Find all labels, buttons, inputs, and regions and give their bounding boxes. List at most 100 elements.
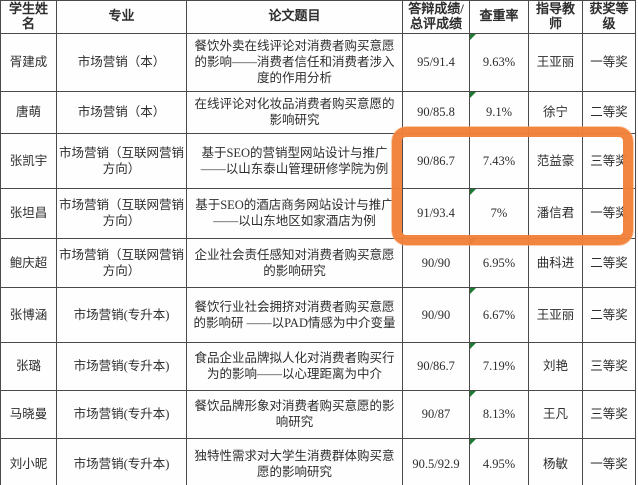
cell-advisor: 刘艳 — [528, 341, 583, 391]
header-award-level: 获奖等级 — [582, 0, 636, 34]
cell-corner-flag-icon — [470, 239, 476, 245]
cell-duplication-rate: 7% — [469, 187, 529, 239]
cell-advisor: 范益豪 — [528, 132, 583, 189]
cell-advisor: 王亚丽 — [528, 32, 583, 92]
cell-text: 王亚丽 — [536, 307, 575, 322]
cell-award-level: 一等奖 — [582, 32, 636, 92]
cell-text: 市场营销(专升本) — [73, 407, 170, 422]
cell-text: 一等奖 — [590, 55, 628, 70]
table-row: 胥建成 市场营销（本） 餐饮外卖在线评论对消费者购买意愿的影响——消费者信任和消… — [0, 32, 636, 92]
cell-thesis-title: 独特性需求对大学生消费群体购买意愿的影响研究 — [186, 437, 403, 485]
cell-advisor: 王亚丽 — [528, 286, 583, 343]
cell-score: 95/91.4 — [402, 32, 470, 92]
cell-award-level: 三等奖 — [582, 341, 636, 391]
cell-text: 鲍庆超 — [9, 255, 48, 270]
cell-duplication-rate: 9.63% — [469, 32, 529, 92]
cell-award-level: 二等奖 — [582, 286, 636, 343]
cell-text: 90/90 — [421, 255, 451, 270]
cell-text: 市场营销（本） — [77, 105, 166, 120]
cell-award-level: 二等奖 — [582, 90, 636, 134]
cell-thesis-title: 餐饮外卖在线评论对消费者购买意愿的影响——消费者信任和消费者涉入度的作用分析 — [186, 32, 403, 92]
cell-text: 一等奖 — [590, 206, 628, 221]
cell-text: 张坦昌 — [9, 206, 48, 221]
header-thesis-title: 论文题目 — [186, 0, 403, 34]
cell-corner-flag-icon — [470, 439, 476, 445]
cell-text: 6.95% — [482, 255, 516, 270]
cell-student-name: 张博涵 — [0, 286, 57, 343]
cell-text: 潘信君 — [536, 206, 575, 221]
cell-duplication-rate: 4.95% — [469, 437, 529, 485]
cell-text: 9.1% — [485, 105, 513, 120]
cell-corner-flag-icon — [470, 92, 476, 98]
cell-text: 市场营销（本） — [77, 55, 166, 70]
cell-student-name: 胥建成 — [0, 32, 57, 92]
cell-award-level: 三等奖 — [582, 132, 636, 189]
cell-major: 市场营销(专升本) — [56, 286, 187, 343]
cell-text: 范益豪 — [536, 153, 575, 168]
cell-text: 刘艳 — [542, 359, 568, 374]
cell-corner-flag-icon — [470, 288, 476, 294]
header-score: 答辩成绩/总评成绩 — [402, 0, 470, 34]
cell-text: 90.5/92.9 — [412, 457, 460, 472]
header-major: 专业 — [56, 0, 187, 34]
cell-student-name: 刘小昵 — [0, 437, 57, 485]
table-row: 张坦昌 市场营销（互联网营销方向） 基于SEO的酒店商务网站设计与推广 ——以山… — [0, 187, 636, 239]
table-row: 马晓曼 市场营销(专升本) 餐饮品牌形象对消费者购买意愿的影响研究 90/87 … — [0, 389, 636, 439]
cell-text: 市场营销（互联网营销方向） — [59, 145, 185, 176]
cell-advisor: 杨敏 — [528, 437, 583, 485]
header-advisor: 指导教师 — [528, 0, 583, 34]
cell-score: 90/86.7 — [402, 132, 470, 189]
cell-award-level: 一等奖 — [582, 187, 636, 239]
cell-duplication-rate: 6.67% — [469, 286, 529, 343]
cell-text: 7% — [490, 206, 508, 221]
cell-thesis-title: 在线评论对化妆品消费者购买意愿的影响研究 — [186, 90, 403, 134]
cell-text: 基于SEO的营销型网站设计与推广 ——以山东泰山管理研修学院为例 — [200, 145, 389, 176]
cell-text: 独特性需求对大学生消费群体购买意愿的影响研究 — [194, 449, 395, 480]
cell-text: 张凯宇 — [9, 153, 48, 168]
cell-text: 90/87 — [421, 407, 451, 422]
cell-text: 90/86.7 — [417, 359, 455, 374]
table-row: 唐萌 市场营销（本） 在线评论对化妆品消费者购买意愿的影响研究 90/85.8 … — [0, 90, 636, 134]
cell-text: 90/85.8 — [417, 105, 455, 120]
cell-major: 市场营销（互联网营销方向） — [56, 237, 187, 288]
cell-text: 市场营销(专升本) — [73, 457, 170, 472]
cell-text: 徐宁 — [542, 105, 568, 120]
cell-major: 市场营销(专升本) — [56, 389, 187, 439]
cell-score: 90/85.8 — [402, 90, 470, 134]
table-row: 张璐 市场营销(专升本) 食品企业品牌拟人化对消费者购买行为的影响——以心理距离… — [0, 341, 636, 391]
cell-text: 杨敏 — [542, 457, 568, 472]
cell-major: 市场营销（本） — [56, 90, 187, 134]
cell-text: 95/91.4 — [417, 55, 455, 70]
cell-major: 市场营销（本） — [56, 32, 187, 92]
cell-text: 在线评论对化妆品消费者购买意愿的影响研究 — [194, 97, 395, 128]
cell-text: 餐饮外卖在线评论对消费者购买意愿的影响——消费者信任和消费者涉入度的作用分析 — [194, 39, 395, 86]
cell-text: 基于SEO的酒店商务网站设计与推广 ——以山东地区如家酒店为例 — [195, 198, 394, 229]
cell-text: 市场营销（互联网营销方向） — [59, 198, 185, 229]
cell-text: 刘小昵 — [9, 457, 48, 472]
cell-advisor: 曲科进 — [528, 237, 583, 288]
cell-student-name: 张璐 — [0, 341, 57, 391]
cell-score: 90/87 — [402, 389, 470, 439]
cell-text: 餐饮品牌形象对消费者购买意愿的影响研究 — [194, 399, 395, 430]
cell-text: 王凡 — [542, 407, 568, 422]
cell-text: 王亚丽 — [536, 55, 575, 70]
cell-text: 91/93.4 — [417, 206, 455, 221]
cell-major: 市场营销(专升本) — [56, 437, 187, 485]
cell-text: 三等奖 — [590, 359, 628, 374]
cell-text: 一等奖 — [590, 457, 628, 472]
cell-corner-flag-icon — [470, 34, 476, 40]
cell-text: 二等奖 — [590, 105, 628, 120]
cell-thesis-title: 餐饮品牌形象对消费者购买意愿的影响研究 — [186, 389, 403, 439]
cell-major: 市场营销(专升本) — [56, 341, 187, 391]
cell-duplication-rate: 7.19% — [469, 341, 529, 391]
cell-score: 90/86.7 — [402, 341, 470, 391]
cell-text: 三等奖 — [590, 407, 628, 422]
cell-advisor: 徐宁 — [528, 90, 583, 134]
cell-text: 胥建成 — [9, 55, 48, 70]
cell-score: 91/93.4 — [402, 187, 470, 239]
cell-text: 二等奖 — [590, 307, 628, 322]
cell-text: 张博涵 — [9, 307, 48, 322]
table-row: 刘小昵 市场营销(专升本) 独特性需求对大学生消费群体购买意愿的影响研究 90.… — [0, 437, 636, 485]
